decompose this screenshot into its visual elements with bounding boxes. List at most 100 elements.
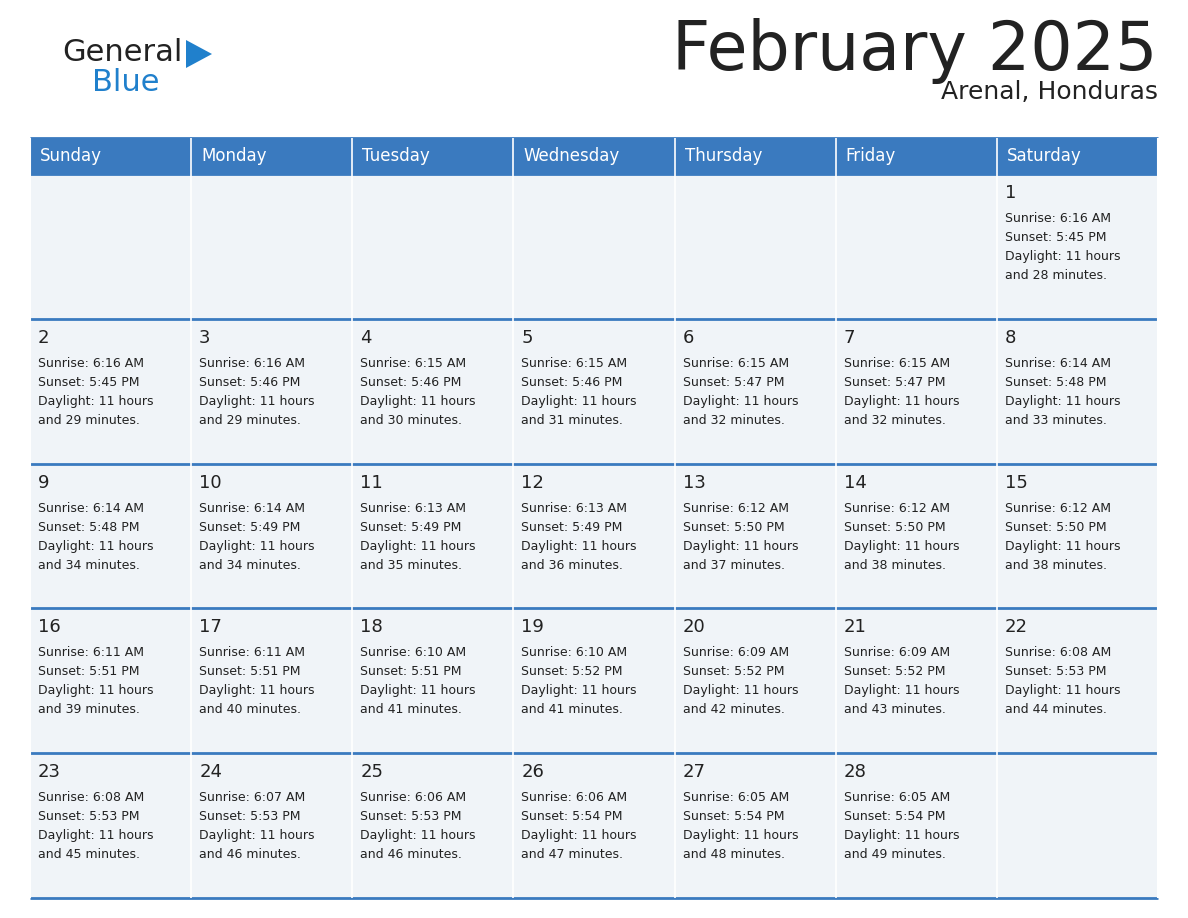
Text: 8: 8 (1005, 329, 1016, 347)
Text: Sunrise: 6:05 AM: Sunrise: 6:05 AM (843, 791, 950, 804)
Text: Sunrise: 6:15 AM: Sunrise: 6:15 AM (683, 357, 789, 370)
Bar (997, 753, 1158, 898)
Text: 6: 6 (683, 329, 694, 347)
Bar (675, 174, 835, 319)
Text: Sunrise: 6:12 AM: Sunrise: 6:12 AM (683, 501, 789, 515)
Text: Sunset: 5:50 PM: Sunset: 5:50 PM (1005, 521, 1106, 533)
Text: 3: 3 (200, 329, 210, 347)
Bar (513, 753, 675, 898)
Text: Sunset: 5:51 PM: Sunset: 5:51 PM (200, 666, 301, 678)
Text: Sunrise: 6:14 AM: Sunrise: 6:14 AM (200, 501, 305, 515)
Text: and 31 minutes.: and 31 minutes. (522, 414, 624, 427)
Text: and 44 minutes.: and 44 minutes. (1005, 703, 1107, 716)
Bar (191, 753, 353, 898)
Text: Sunrise: 6:13 AM: Sunrise: 6:13 AM (360, 501, 466, 515)
Text: Tuesday: Tuesday (362, 147, 430, 165)
Bar (997, 319, 1158, 464)
Text: Daylight: 11 hours: Daylight: 11 hours (843, 395, 959, 408)
Bar (835, 464, 997, 609)
Text: Sunset: 5:50 PM: Sunset: 5:50 PM (683, 521, 784, 533)
Text: Daylight: 11 hours: Daylight: 11 hours (38, 829, 153, 842)
Bar (997, 609, 1158, 753)
Text: Daylight: 11 hours: Daylight: 11 hours (360, 395, 475, 408)
Text: 18: 18 (360, 619, 383, 636)
Text: Sunrise: 6:06 AM: Sunrise: 6:06 AM (360, 791, 467, 804)
Text: Sunrise: 6:12 AM: Sunrise: 6:12 AM (843, 501, 949, 515)
Text: 7: 7 (843, 329, 855, 347)
Text: and 32 minutes.: and 32 minutes. (843, 414, 946, 427)
Text: Sunset: 5:54 PM: Sunset: 5:54 PM (683, 811, 784, 823)
Text: 21: 21 (843, 619, 866, 636)
Text: Daylight: 11 hours: Daylight: 11 hours (200, 540, 315, 553)
Text: Daylight: 11 hours: Daylight: 11 hours (522, 685, 637, 698)
Text: Daylight: 11 hours: Daylight: 11 hours (683, 685, 798, 698)
Text: and 30 minutes.: and 30 minutes. (360, 414, 462, 427)
Text: and 43 minutes.: and 43 minutes. (843, 703, 946, 716)
Text: Sunset: 5:54 PM: Sunset: 5:54 PM (843, 811, 946, 823)
Text: and 36 minutes.: and 36 minutes. (522, 558, 624, 572)
Bar (191, 174, 353, 319)
Text: Sunrise: 6:15 AM: Sunrise: 6:15 AM (522, 357, 627, 370)
Bar (835, 174, 997, 319)
Bar (191, 319, 353, 464)
Text: Thursday: Thursday (684, 147, 762, 165)
Bar (513, 174, 675, 319)
Text: 11: 11 (360, 474, 383, 492)
Text: and 48 minutes.: and 48 minutes. (683, 848, 784, 861)
Text: Sunrise: 6:14 AM: Sunrise: 6:14 AM (1005, 357, 1111, 370)
Text: Sunrise: 6:06 AM: Sunrise: 6:06 AM (522, 791, 627, 804)
Text: and 49 minutes.: and 49 minutes. (843, 848, 946, 861)
Text: Daylight: 11 hours: Daylight: 11 hours (683, 395, 798, 408)
Text: General: General (62, 38, 183, 67)
Text: and 40 minutes.: and 40 minutes. (200, 703, 301, 716)
Bar (675, 609, 835, 753)
Text: and 33 minutes.: and 33 minutes. (1005, 414, 1107, 427)
Bar (675, 753, 835, 898)
Text: 25: 25 (360, 763, 384, 781)
Text: and 45 minutes.: and 45 minutes. (38, 848, 140, 861)
Text: Daylight: 11 hours: Daylight: 11 hours (683, 540, 798, 553)
Text: Sunset: 5:52 PM: Sunset: 5:52 PM (683, 666, 784, 678)
Text: 22: 22 (1005, 619, 1028, 636)
Text: Sunset: 5:52 PM: Sunset: 5:52 PM (843, 666, 946, 678)
Text: Sunrise: 6:16 AM: Sunrise: 6:16 AM (1005, 212, 1111, 225)
Text: Sunset: 5:54 PM: Sunset: 5:54 PM (522, 811, 623, 823)
Text: Sunrise: 6:12 AM: Sunrise: 6:12 AM (1005, 501, 1111, 515)
Text: Sunset: 5:49 PM: Sunset: 5:49 PM (522, 521, 623, 533)
Text: Sunset: 5:51 PM: Sunset: 5:51 PM (360, 666, 462, 678)
Bar (513, 319, 675, 464)
Bar (353, 174, 513, 319)
Bar (353, 138, 513, 174)
Text: Sunset: 5:51 PM: Sunset: 5:51 PM (38, 666, 139, 678)
Text: Sunset: 5:53 PM: Sunset: 5:53 PM (360, 811, 462, 823)
Text: 24: 24 (200, 763, 222, 781)
Text: 28: 28 (843, 763, 866, 781)
Text: and 46 minutes.: and 46 minutes. (200, 848, 301, 861)
Polygon shape (187, 40, 211, 68)
Text: 4: 4 (360, 329, 372, 347)
Text: 12: 12 (522, 474, 544, 492)
Text: Daylight: 11 hours: Daylight: 11 hours (1005, 250, 1120, 263)
Text: 16: 16 (38, 619, 61, 636)
Text: Sunset: 5:45 PM: Sunset: 5:45 PM (38, 375, 139, 389)
Bar (30, 464, 191, 609)
Text: 14: 14 (843, 474, 866, 492)
Text: Sunday: Sunday (40, 147, 102, 165)
Bar (353, 464, 513, 609)
Text: Sunrise: 6:10 AM: Sunrise: 6:10 AM (522, 646, 627, 659)
Bar (835, 138, 997, 174)
Text: Sunset: 5:52 PM: Sunset: 5:52 PM (522, 666, 623, 678)
Text: and 35 minutes.: and 35 minutes. (360, 558, 462, 572)
Bar (30, 138, 191, 174)
Bar (513, 138, 675, 174)
Text: Friday: Friday (846, 147, 896, 165)
Text: Wednesday: Wednesday (524, 147, 620, 165)
Text: Monday: Monday (201, 147, 266, 165)
Bar (30, 174, 191, 319)
Text: Sunset: 5:48 PM: Sunset: 5:48 PM (38, 521, 139, 533)
Text: Daylight: 11 hours: Daylight: 11 hours (1005, 685, 1120, 698)
Text: Daylight: 11 hours: Daylight: 11 hours (38, 540, 153, 553)
Text: Daylight: 11 hours: Daylight: 11 hours (200, 395, 315, 408)
Text: Sunset: 5:53 PM: Sunset: 5:53 PM (1005, 666, 1106, 678)
Text: and 28 minutes.: and 28 minutes. (1005, 269, 1107, 282)
